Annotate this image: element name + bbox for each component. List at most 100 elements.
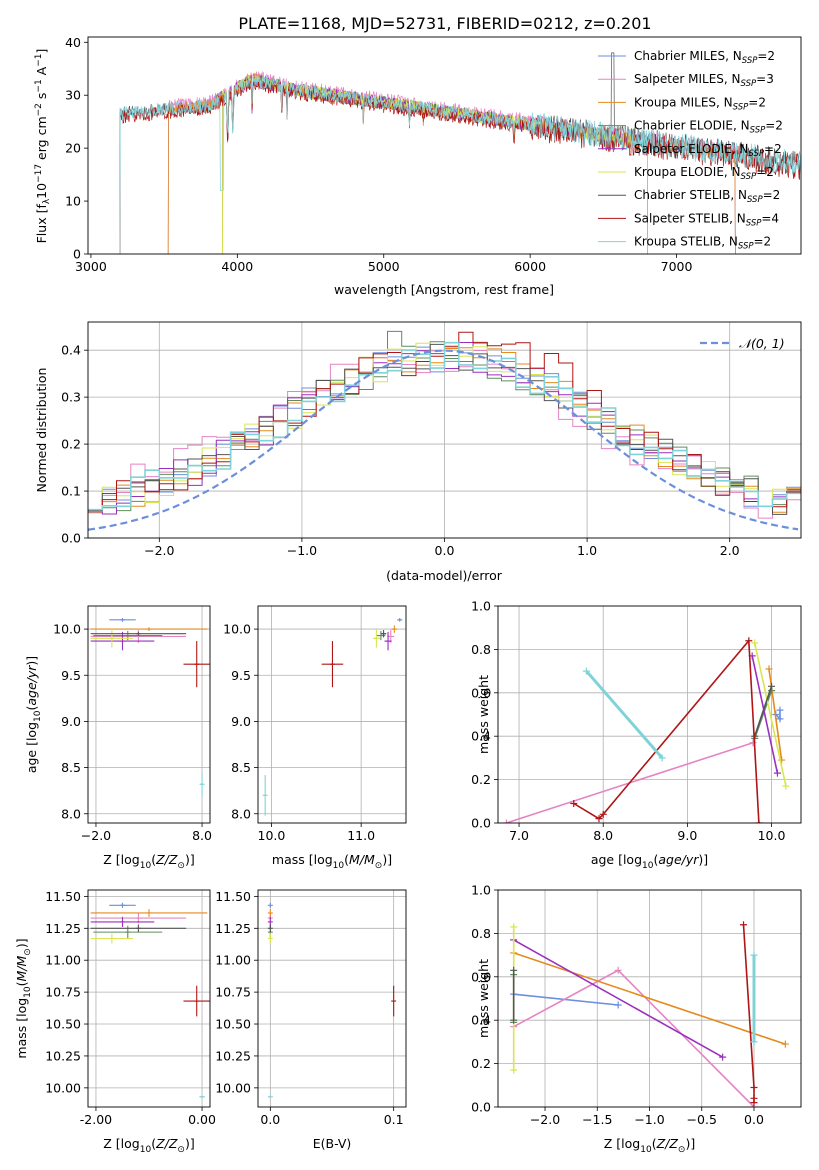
- data-point: [510, 966, 518, 974]
- y-tick-label: 8.0: [61, 806, 81, 821]
- weight-line-4: [751, 655, 779, 774]
- y-tick-label: 10.50: [45, 1017, 81, 1032]
- axes-frame: [87, 36, 802, 255]
- x-tick-label: −1.5: [582, 1112, 612, 1127]
- y-tick-label: 8.5: [61, 760, 81, 775]
- data-point: [510, 923, 518, 931]
- legend-label: Kroupa MILES, NSSP=2: [634, 95, 766, 112]
- x-axis-label: age [log10(age/yr)]: [591, 852, 708, 871]
- axes-frame: [497, 889, 802, 1108]
- data-point: [765, 665, 773, 673]
- y-tick-label: 0.4: [471, 729, 491, 744]
- y-tick-label: 0.4: [61, 343, 81, 358]
- legend: Chabrier MILES, NSSP=2 Salpeter MILES, NS…: [598, 49, 783, 252]
- chart-spectrum: 3000 4000 5000 6000 7000 0 10 20 30 40 Chabrier MI…: [34, 35, 802, 297]
- x-axis-label: E(B-V): [313, 1136, 352, 1151]
- data-point: [768, 682, 776, 690]
- y-tick-label: 0.8: [471, 642, 491, 657]
- x-tick-label: 0.00: [188, 1112, 216, 1127]
- y-tick-label: 10.75: [215, 985, 251, 1000]
- y-tick-label: 10: [65, 194, 81, 209]
- x-tick-label: 0.0: [435, 543, 455, 558]
- weight-line-7: [742, 924, 755, 1103]
- y-tick-label: 0.1: [61, 484, 81, 499]
- data-point: [755, 819, 763, 823]
- y-tick-label: 0.6: [471, 685, 491, 700]
- x-tick-label: −1.0: [287, 543, 317, 558]
- data-point: [750, 1083, 758, 1091]
- data-point: [599, 810, 607, 818]
- weight-line-4: [513, 939, 723, 1058]
- chart-age_vs_mass: 10.0 11.0 8.0 8.5 9.0 9.5 10.0 mass [log10(M/M⊙…: [223, 605, 407, 871]
- y-tick-label: 11.00: [215, 953, 251, 968]
- data-point: [776, 715, 784, 723]
- y-tick-label: 0.2: [471, 772, 491, 787]
- legend-label: 𝒩(0, 1): [739, 336, 785, 351]
- x-tick-label: 6000: [514, 259, 546, 274]
- x-tick-label: −2.0: [144, 543, 174, 558]
- histogram-8: [88, 341, 801, 511]
- chart-mass_vs_EBV: 0.0 0.1 10.00 10.25 10.50 10.75 11.00 11.25 11.5…: [215, 889, 407, 1151]
- plot-area: [498, 890, 801, 1107]
- x-tick-label: 10.0: [758, 828, 786, 843]
- legend-label: Kroupa STELIB, NSSP=2: [634, 235, 771, 252]
- plot-area: [498, 606, 801, 823]
- data-point: [614, 966, 622, 974]
- y-tick-label: 0.2: [471, 1056, 491, 1071]
- axes-frame: [257, 889, 407, 1108]
- axes-frame: [87, 889, 211, 1108]
- chart-weight_vs_Z: −2.0 −1.5 −1.0 −0.5 0.0 0.0 0.2 0.4 0.6 0.8 1.0 Z […: [471, 883, 802, 1155]
- x-tick-label: 4000: [221, 259, 253, 274]
- y-tick-label: 11.50: [45, 889, 81, 904]
- weight-line-8: [585, 670, 664, 759]
- gaussian-curve: [88, 349, 799, 531]
- x-tick-label: 1.0: [577, 543, 597, 558]
- y-tick-label: 9.5: [231, 668, 251, 683]
- data-point: [595, 815, 603, 823]
- y-tick-label: 10.75: [45, 985, 81, 1000]
- y-tick-label: 0.0: [471, 1100, 491, 1115]
- plot-area: [88, 322, 801, 538]
- x-tick-label: 2.0: [720, 543, 740, 558]
- data-point: [502, 819, 510, 823]
- y-tick-label: 0: [73, 247, 81, 262]
- axes-frame: [257, 605, 407, 824]
- legend-label: Chabrier MILES, NSSP=2: [634, 49, 775, 66]
- y-tick-label: 10.00: [45, 1080, 81, 1095]
- y-tick-label: 40: [65, 35, 81, 50]
- data-point: [719, 1053, 727, 1061]
- x-tick-label: −2.0: [530, 1112, 560, 1127]
- data-point: [781, 1040, 789, 1048]
- x-axis-label: Z [log10(Z/Z⊙)]: [103, 852, 194, 871]
- data-point: [740, 921, 748, 929]
- data-point: [510, 1066, 518, 1074]
- y-tick-label: 11.25: [45, 921, 81, 936]
- weight-line-2: [513, 952, 786, 1045]
- y-tick-label: 8.0: [231, 806, 251, 821]
- y-tick-label: 9.5: [61, 668, 81, 683]
- plot-area: [258, 606, 406, 823]
- data-point: [778, 756, 786, 764]
- y-tick-label: 0.6: [471, 969, 491, 984]
- plot-area: [88, 606, 210, 823]
- axes-frame: [497, 605, 802, 824]
- y-axis-label: age [log10(age/yr)]: [24, 656, 43, 773]
- y-tick-label: 0.4: [471, 1013, 491, 1028]
- x-tick-label: 3000: [75, 259, 107, 274]
- x-tick-label: 7.0: [509, 828, 529, 843]
- y-tick-label: 30: [65, 88, 81, 103]
- weight-line-7: [573, 638, 760, 823]
- x-tick-label: −0.5: [687, 1112, 717, 1127]
- spectrum-line-8: [119, 75, 801, 254]
- x-tick-label: 0.0: [260, 1112, 280, 1127]
- y-tick-label: 11.00: [45, 953, 81, 968]
- y-tick-label: 10.0: [53, 622, 81, 637]
- data-point: [750, 1038, 758, 1046]
- data-point: [510, 1016, 518, 1024]
- chart-residuals: −2.0 −1.0 0.0 1.0 2.0 0.0 0.1 0.2 0.3 0.4 𝒩(0, 1) (…: [34, 321, 802, 583]
- legend-label: Chabrier ELODIE, NSSP=2: [634, 119, 783, 136]
- legend-label: Salpeter ELODIE, NSSP=2: [634, 142, 782, 159]
- y-tick-label: 1.0: [471, 883, 491, 898]
- y-tick-label: 0.2: [61, 437, 81, 452]
- data-point: [749, 739, 757, 747]
